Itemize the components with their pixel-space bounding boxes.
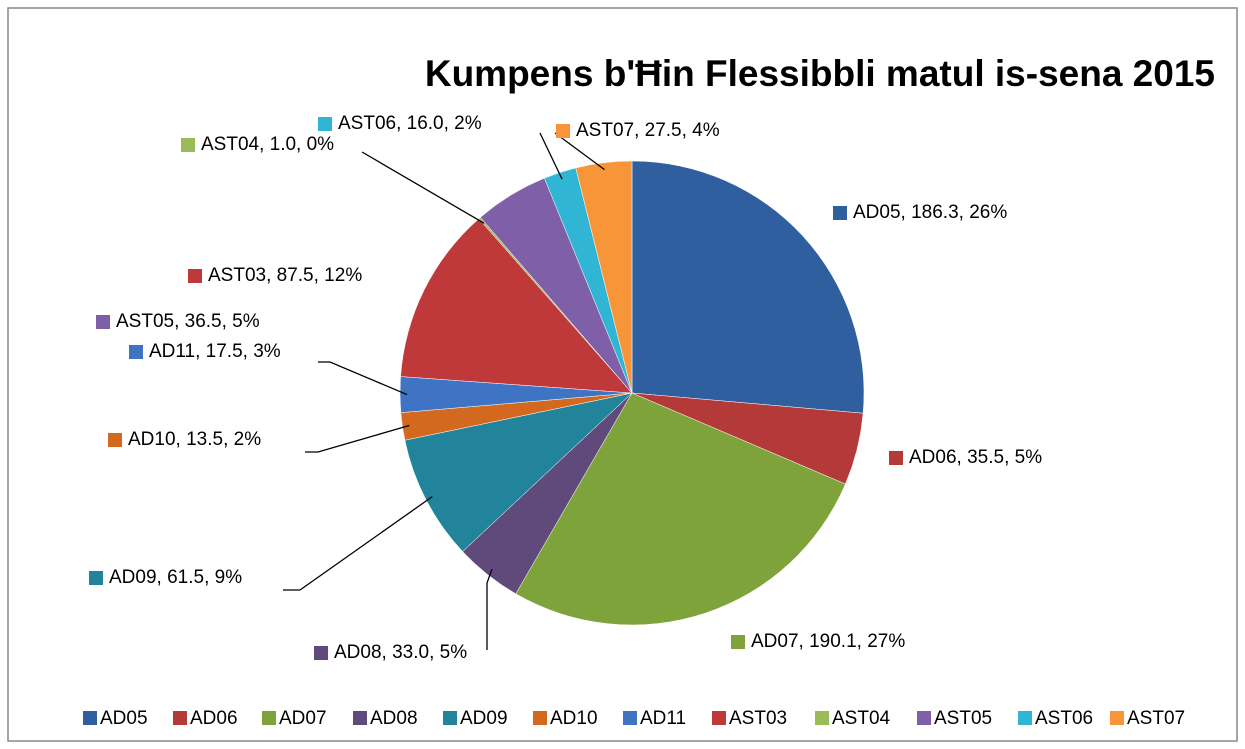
data-label: AD05, 186.3, 26% bbox=[853, 202, 1007, 223]
legend-label: AST03 bbox=[729, 708, 787, 729]
leader-line bbox=[554, 132, 605, 171]
legend-label: AD11 bbox=[640, 708, 686, 729]
legend-swatch bbox=[815, 711, 829, 725]
label-key bbox=[833, 206, 847, 220]
data-label: AD08, 33.0, 5% bbox=[334, 642, 467, 663]
legend-swatch bbox=[262, 711, 276, 725]
legend-swatch bbox=[712, 711, 726, 725]
legend-swatch bbox=[1110, 711, 1124, 725]
data-label: AST06, 16.0, 2% bbox=[338, 113, 482, 134]
data-label: AD07, 190.1, 27% bbox=[751, 631, 905, 652]
data-label: AD09, 61.5, 9% bbox=[109, 567, 242, 588]
legend-swatch bbox=[173, 711, 187, 725]
legend-swatch bbox=[443, 711, 457, 725]
legend-label: AD07 bbox=[279, 708, 327, 729]
pie-slice bbox=[575, 160, 633, 394]
legend-label: AST05 bbox=[934, 708, 992, 729]
data-label: AD11, 17.5, 3% bbox=[149, 341, 281, 362]
pie-slice bbox=[404, 392, 633, 552]
leader-line bbox=[283, 496, 433, 591]
legend-swatch bbox=[353, 711, 367, 725]
legend-label: AD10 bbox=[550, 708, 598, 729]
label-key bbox=[731, 635, 745, 649]
label-key bbox=[129, 345, 143, 359]
legend-label: AD08 bbox=[370, 708, 418, 729]
label-key bbox=[188, 269, 202, 283]
pie-slice bbox=[400, 218, 633, 394]
legend-swatch bbox=[1018, 711, 1032, 725]
label-key bbox=[889, 451, 903, 465]
legend-swatch bbox=[533, 711, 547, 725]
label-key bbox=[89, 571, 103, 585]
data-label: AD06, 35.5, 5% bbox=[909, 447, 1042, 468]
leader-line bbox=[305, 424, 410, 453]
label-key bbox=[318, 117, 332, 131]
data-label: AST03, 87.5, 12% bbox=[208, 265, 362, 286]
legend-swatch bbox=[83, 711, 97, 725]
legend-label: AST07 bbox=[1127, 708, 1185, 729]
data-label: AST04, 1.0, 0% bbox=[201, 134, 334, 155]
label-key bbox=[556, 124, 570, 138]
label-key bbox=[181, 138, 195, 152]
legend-label: AST06 bbox=[1035, 708, 1093, 729]
leader-line bbox=[318, 361, 408, 396]
legend-swatch bbox=[623, 711, 637, 725]
leader-line bbox=[361, 151, 485, 224]
legend-label: AD06 bbox=[190, 708, 238, 729]
legend-label: AD05 bbox=[100, 708, 148, 729]
data-label: AST05, 36.5, 5% bbox=[116, 311, 260, 332]
data-label: AD10, 13.5, 2% bbox=[128, 429, 261, 450]
pie-slice bbox=[631, 160, 865, 414]
chart-title: Kumpens b'Ħin Flessibbli matul is-sena 2… bbox=[425, 53, 1215, 94]
pie-slice bbox=[515, 392, 846, 626]
label-key bbox=[96, 315, 110, 329]
label-key bbox=[314, 646, 328, 660]
legend-label: AD09 bbox=[460, 708, 508, 729]
leader-line bbox=[539, 132, 563, 180]
data-label: AST07, 27.5, 4% bbox=[576, 120, 720, 141]
label-key bbox=[108, 433, 122, 447]
leader-line bbox=[486, 568, 493, 650]
legend-swatch bbox=[917, 711, 931, 725]
legend-label: AST04 bbox=[832, 708, 891, 729]
